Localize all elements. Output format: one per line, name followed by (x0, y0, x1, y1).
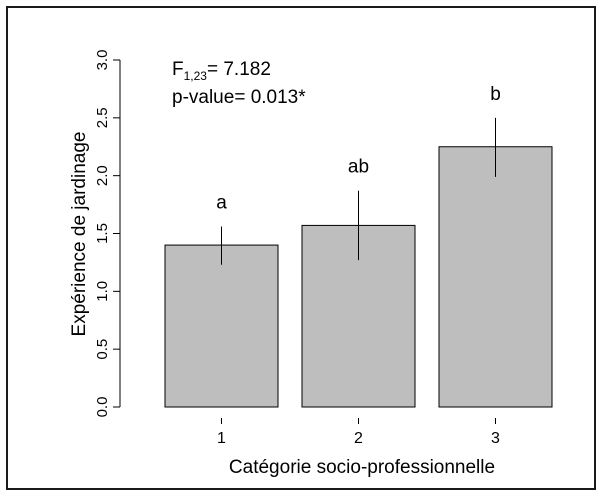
x-tick-label: 2 (354, 430, 363, 447)
x-axis-title: Catégorie socio-professionnelle (229, 457, 495, 478)
y-tick-label: 1.5 (94, 223, 111, 244)
p-value-annotation: p-value= 0.013* (172, 87, 306, 108)
y-tick-label: 3.0 (94, 50, 111, 71)
x-tick-label: 3 (491, 430, 500, 447)
f-stat-degrees: 1,23 (184, 69, 208, 83)
f-stat-letter: F (172, 59, 184, 80)
y-tick-label: 2.5 (94, 107, 111, 128)
y-tick-label: 0.5 (94, 339, 111, 360)
significance-label-3: b (490, 84, 501, 105)
f-stat-value: = 7.182 (207, 59, 271, 80)
chart-marks: 0.0 0.5 1.0 1.5 2.0 2.5 3.0 a 1 ab 2 b 3 (94, 50, 553, 447)
bar-3 (438, 146, 553, 408)
f-statistic-annotation: F1,23= 7.182 (172, 59, 271, 83)
y-tick-label: 1.0 (94, 281, 111, 302)
y-tick-label: 0.0 (94, 397, 111, 418)
bar-1 (164, 244, 279, 408)
x-tick-label: 1 (217, 430, 226, 447)
significance-label-1: a (216, 193, 227, 214)
significance-label-2: ab (348, 157, 369, 178)
y-tick-label: 2.0 (94, 165, 111, 186)
y-axis-title: Expérience de jardinage (69, 132, 90, 337)
